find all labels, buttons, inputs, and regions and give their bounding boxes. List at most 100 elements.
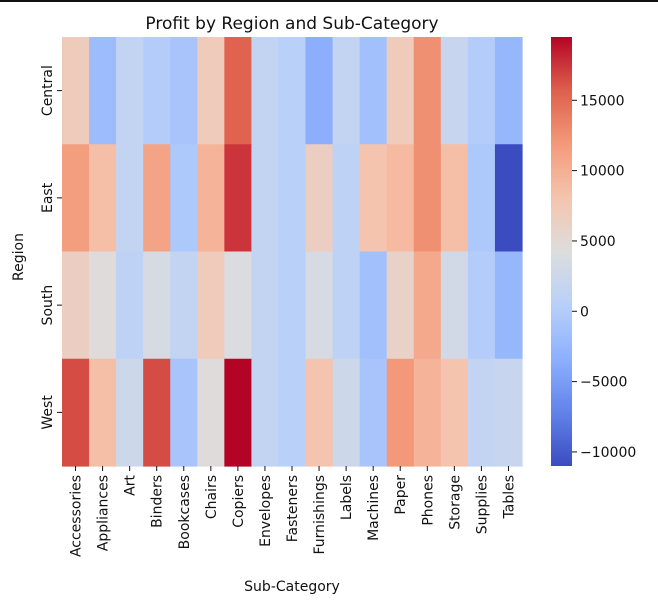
x-tick-label: Labels [339,475,355,520]
x-tick-label: Phones [420,475,436,526]
heatmap-cell [386,251,415,360]
y-axis-ticks: Central East South West [40,65,62,430]
heatmap-cell [62,358,90,467]
heatmap-cell [197,251,225,360]
heatmap-cell [224,358,253,467]
heatmap-cell [116,144,144,253]
heatmap-cell [278,144,307,253]
heatmap-cell [116,251,144,360]
heatmap-cell [251,37,280,145]
heatmap-cell [170,358,198,467]
heatmap-cell [278,251,307,360]
heatmap-cell [359,144,388,253]
heatmap-cell [332,251,361,360]
colorbar-tick-label: 10000 [580,164,625,180]
heatmap-cell [62,251,90,360]
heatmap-cell [467,358,496,467]
x-tick-label: Binders [150,475,166,528]
heatmap-cell [359,358,388,467]
x-tick-label: Appliances [96,475,112,551]
heatmap-cell [494,144,523,253]
heatmap-cell [440,358,469,467]
colorbar-tick-label: −5000 [580,375,627,391]
heatmap-cell [359,251,388,360]
heatmap-cell [386,358,415,467]
heatmap-cell [224,37,253,145]
y-axis-label: Region [11,233,27,281]
x-tick-label: Envelopes [258,475,274,547]
y-tick-label: Central [40,65,56,116]
heatmap-cell [332,37,361,145]
heatmap-cell [170,251,198,360]
colorbar: −10000 −5000 0 5000 10000 15000 [551,37,636,466]
heatmap-cell [62,144,90,253]
heatmap-cell [170,37,198,145]
heatmap-cell [359,37,388,145]
heatmap-cell [467,251,496,360]
x-tick-label: Paper [393,475,409,515]
x-tick-label: Chairs [204,475,220,519]
heatmap-cell [170,144,198,253]
chart-title: Profit by Region and Sub-Category [145,14,438,34]
heatmap-cell [494,358,523,467]
heatmap-cell [386,37,415,145]
heatmap-cell [440,144,469,253]
x-tick-label: Fasteners [285,475,301,542]
heatmap-cell [89,251,117,360]
colorbar-gradient [551,37,572,466]
colorbar-tick-label: 0 [580,304,589,320]
heatmap-cell [197,144,225,253]
heatmap-cell [89,144,117,253]
x-tick-label: Supplies [474,475,490,534]
x-tick-label: Storage [447,475,463,530]
x-tick-label: Copiers [231,475,247,528]
heatmap-cell [278,358,307,467]
heatmap-cell [251,144,280,253]
heatmap-cell [467,37,496,145]
heatmap-cell [143,144,171,253]
colorbar-tick-label: 15000 [580,93,625,109]
heatmap-cell [305,37,334,145]
x-tick-label: Bookcases [177,475,193,549]
x-tick-label: Accessories [69,475,85,557]
heatmap-cell [89,358,117,467]
heatmap-cell [413,144,442,253]
y-tick-label: East [40,182,56,213]
heatmap-cell [143,358,171,467]
heatmap-cell [413,358,442,467]
heatmap-cell [89,37,117,145]
heatmap-cell [116,37,144,145]
heatmap-cell [251,358,280,467]
heatmap-cell [62,37,90,145]
x-tick-label: Tables [502,475,518,520]
x-tick-label: Furnishings [312,475,328,555]
heatmap-cell [197,358,225,467]
colorbar-tick-label: −10000 [580,445,636,461]
colorbar-tick-label: 5000 [580,234,616,250]
heatmap-cell [467,144,496,253]
heatmap-cell [143,251,171,360]
x-tick-label: Machines [366,475,382,541]
heatmap-cell [305,144,334,253]
heatmap-cell [116,358,144,467]
heatmap-cell [143,37,171,145]
heatmap-cell [278,37,307,145]
heatmap-cells [62,37,523,467]
y-tick-label: West [40,395,56,430]
heatmap-cell [224,251,253,360]
top-border [0,0,658,2]
heatmap-cell [305,251,334,360]
heatmap-cell [197,37,225,145]
x-axis-label: Sub-Category [244,579,340,595]
y-tick-label: South [40,285,56,326]
heatmap-cell [413,251,442,360]
heatmap-cell [251,251,280,360]
heatmap-cell [494,37,523,145]
heatmap-cell [494,251,523,360]
heatmap-cell [332,144,361,253]
x-tick-label: Art [123,474,139,495]
heatmap-cell [224,144,253,253]
heatmap-cell [440,251,469,360]
heatmap-cell [332,358,361,467]
